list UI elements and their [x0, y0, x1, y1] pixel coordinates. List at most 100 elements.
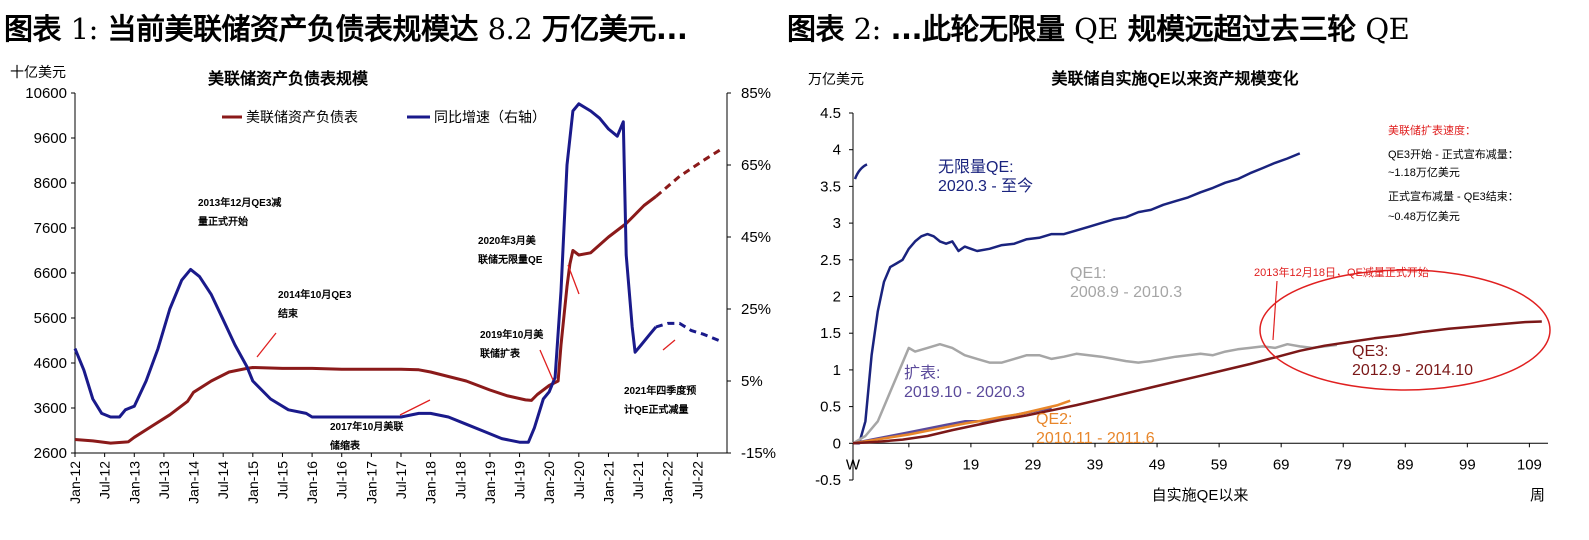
series-line [73, 102, 658, 444]
right-axes: 4.5 4 3.5 3 2.5 2 1.5 1 0.5 0 -0.5 W 9 19 29 39 49 59 69 79… [815, 105, 1548, 504]
left-y-tick-label: 3600 [34, 400, 67, 417]
note-line: 正式宣布减量 - QE3结束： [1388, 189, 1519, 203]
x-tick-label: Jul-15 [274, 461, 290, 499]
x-tick-label: Jul-20 [571, 461, 587, 499]
left-y-tick-label: 2600 [34, 445, 67, 462]
left-chart: 美联储资产负债表规模 十亿美元 美联储资产负债表 同比增速（右轴） 10600 9… [10, 64, 776, 504]
red-highlight-ellipse [1259, 269, 1551, 391]
annotation-line1: 2014年10月QE3 [278, 288, 352, 301]
annotation-line2: 量正式开始 [198, 215, 248, 228]
right-unit-label: 万亿美元 [808, 71, 864, 87]
legend-label-balance: 美联储资产负债表 [246, 109, 358, 125]
y-tick-label: 2.5 [820, 252, 841, 269]
left-y-tick-label: 8600 [34, 175, 67, 192]
x-tick-label: Jul-21 [630, 461, 646, 499]
y-tick-label: -0.5 [815, 472, 841, 489]
x-tick-label: 19 [963, 456, 980, 473]
series-line [655, 321, 722, 343]
annotation-arrow [256, 332, 277, 358]
y-tick-label: 2 [833, 289, 841, 306]
series-label-range: 2010.11 - 2011.6 [1036, 430, 1155, 447]
left-chart-title: 美联储资产负债表规模 [208, 69, 369, 88]
series-label-range: 2020.3 - 至今 [938, 177, 1033, 195]
x-tick-label: 59 [1211, 456, 1228, 473]
note-line: ~0.48万亿美元 [1388, 210, 1460, 223]
right-annotations: 无限量QE:2020.3 - 至今 QE1: 2008.9 - 2010.3 扩表: 2… [904, 123, 1551, 447]
x-tick-label: 79 [1335, 456, 1352, 473]
x-tick-label: Jul-16 [334, 461, 350, 499]
series-fragment [853, 163, 868, 180]
y-tick-label: 1.5 [820, 325, 841, 342]
x-tick-label: Jan-22 [660, 461, 676, 504]
x-tick-label: W [846, 456, 861, 473]
right-y-tick-label: 5% [741, 373, 763, 390]
annotation-arrow [539, 349, 554, 381]
series-label-name: 扩表: [904, 364, 940, 382]
x-tick-label: Jul-17 [393, 461, 409, 499]
series-line [852, 320, 1542, 445]
right-y-tick-label: 85% [741, 85, 771, 102]
right-series [852, 152, 1542, 445]
series-label-name: QE3: [1352, 343, 1388, 360]
note-line: ~1.18万亿美元 [1388, 166, 1460, 179]
right-chart: 美联储自实施QE以来资产规模变化 万亿美元 4.5 4 3.5 3 2.5 2 1.5 1 0.… [808, 69, 1551, 504]
x-tick-label: Jul-18 [452, 461, 468, 499]
y-tick-label: 3.5 [820, 178, 841, 195]
x-tick-label: Jul-12 [97, 461, 113, 499]
annotation-line2: 联储扩表 [480, 347, 521, 360]
series-label-range: 2019.10 - 2020.3 [904, 384, 1025, 401]
series-line [74, 195, 657, 445]
annotation-line2: 计QE正式减量 [624, 403, 688, 416]
series-label-name: 无限量QE: [938, 158, 1014, 176]
x-tick-label: Jul-22 [689, 461, 705, 499]
annotation-arrow [662, 339, 676, 351]
red-annotation-text: 2013年12月18日，QE减量正式开始 [1254, 265, 1429, 279]
note-line: QE3开始 - 正式宣布减量： [1388, 147, 1519, 161]
series-label-range: 2012.9 - 2014.10 [1352, 362, 1473, 379]
left-axes: 10600 9600 8600 7600 6600 5600 4600 3600 2600 85%… [25, 85, 776, 504]
annotation-line1: 2013年12月QE3减 [198, 196, 281, 209]
right-y-tick-label: 25% [741, 301, 771, 318]
y-tick-label: 1 [833, 362, 841, 379]
x-tick-label: 39 [1087, 456, 1104, 473]
y-tick-label: 0 [833, 435, 841, 452]
x-tick-label: 99 [1459, 456, 1476, 473]
annotation-line1: 2021年四季度预 [624, 384, 696, 397]
series-label-name: QE2: [1036, 411, 1072, 428]
y-tick-label: 4 [833, 142, 841, 159]
series-line [852, 342, 1338, 445]
y-tick-label: 0.5 [820, 399, 841, 416]
annotation-line2: 联储无限量QE [478, 253, 543, 266]
x-tick-label: Jan-14 [186, 461, 202, 504]
x-tick-label: Jan-16 [304, 461, 320, 504]
annotation-line2: 储缩表 [329, 439, 361, 452]
x-tick-label: 89 [1397, 456, 1414, 473]
series-line [852, 399, 1071, 445]
legend-label-growth: 同比增速（右轴） [434, 109, 546, 125]
annotation-line1: 2017年10月美联 [330, 420, 403, 433]
series-label-name: QE1: [1070, 265, 1106, 282]
x-tick-label: Jan-17 [363, 461, 379, 504]
annotation-line1: 2019年10月美 [480, 328, 544, 341]
left-y-tick-label: 5600 [34, 310, 67, 327]
x-tick-label: Jul-14 [215, 461, 231, 499]
left-unit-label: 十亿美元 [10, 64, 66, 80]
x-tick-label: Jan-13 [126, 461, 142, 504]
annotation-line2: 结束 [278, 307, 299, 320]
x-axis-label: 自实施QE以来 [1152, 487, 1249, 504]
x-axis-unit: 周 [1530, 487, 1545, 504]
right-y-tick-label: 65% [741, 157, 771, 174]
left-series [73, 102, 722, 445]
left-y-tick-label: 4600 [34, 355, 67, 372]
x-tick-label: Jan-21 [600, 461, 616, 504]
x-tick-label: 49 [1149, 456, 1166, 473]
x-tick-label: 29 [1025, 456, 1042, 473]
left-y-tick-label: 9600 [34, 130, 67, 147]
annotation-line1: 2020年3月美 [478, 234, 537, 247]
red-annotation-line [1272, 280, 1278, 341]
series-label-range: 2008.9 - 2010.3 [1070, 284, 1182, 301]
right-y-tick-label: -15% [741, 445, 776, 462]
series-line [853, 152, 1301, 445]
y-tick-label: 3 [833, 215, 841, 232]
